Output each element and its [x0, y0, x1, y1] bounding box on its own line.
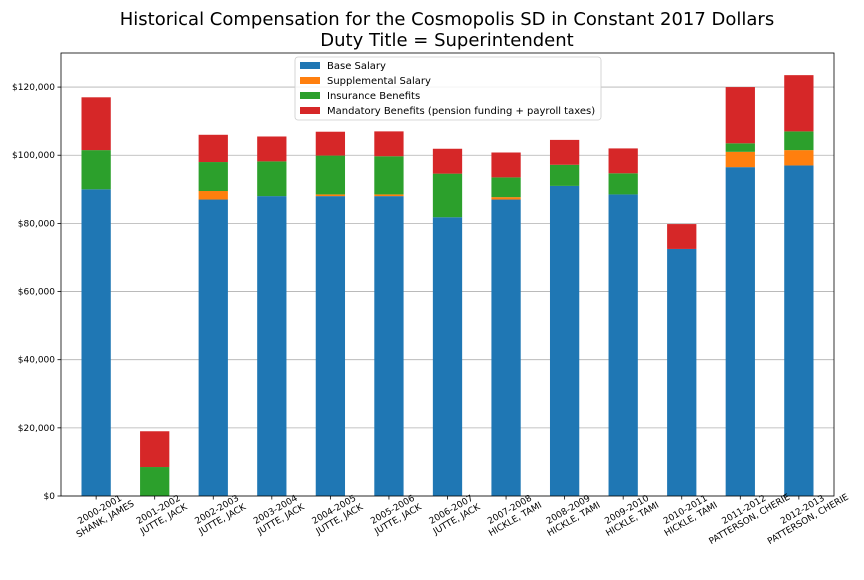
bar-mandatory-benefits-pension-funding-payroll-taxes [315, 131, 346, 156]
bar-insurance-benefits [432, 173, 463, 218]
bar-insurance-benefits [374, 156, 404, 195]
x-tick-label: 2000-2001SHANK, JAMES [70, 490, 137, 541]
bar-base-salary [608, 194, 638, 496]
bar-base-salary [81, 189, 111, 497]
bars-layer [81, 75, 814, 497]
bar-supplemental-salary [725, 151, 755, 168]
y-tick-label: $20,000 [18, 424, 55, 434]
bar-insurance-benefits [81, 150, 111, 190]
bar-supplemental-salary [374, 194, 404, 197]
bar-mandatory-benefits-pension-funding-payroll-taxes [784, 75, 814, 132]
legend-swatch [300, 62, 320, 69]
bar-base-salary [549, 185, 580, 496]
legend-box [294, 56, 602, 121]
bar-mandatory-benefits-pension-funding-payroll-taxes [549, 139, 580, 165]
bar-base-salary [198, 199, 228, 496]
bar-base-salary [784, 165, 814, 496]
x-tick-label: 2009-2010HICKLE, TAMI [599, 491, 661, 539]
legend-swatch [300, 107, 320, 114]
legend-swatch [300, 77, 320, 84]
y-tick-label: $80,000 [18, 219, 55, 229]
y-tick-label: $60,000 [18, 288, 55, 298]
legend: Base Salary Supplemental Salary Insurance … [294, 56, 602, 121]
bar-insurance-benefits [140, 467, 170, 496]
legend-swatch [300, 92, 320, 99]
bar-insurance-benefits [315, 155, 346, 195]
x-tick-label: 2002-2003JUTTE, JACK [191, 492, 248, 537]
bar-supplemental-salary [784, 150, 814, 166]
bar-mandatory-benefits-pension-funding-payroll-taxes [81, 97, 111, 151]
bar-supplemental-salary [491, 197, 521, 200]
bar-insurance-benefits [784, 131, 814, 151]
x-tick-label: 2006-2007JUTTE, JACK [426, 492, 483, 537]
x-tick-label: 2004-2005JUTTE, JACK [308, 492, 365, 537]
chart-subtitle: Duty Title = Superintendent [320, 30, 573, 51]
bar-base-salary [491, 199, 521, 496]
bar-insurance-benefits [725, 143, 755, 152]
bar-mandatory-benefits-pension-funding-payroll-taxes [432, 148, 463, 174]
legend-label: Mandatory Benefits (pension funding + pa… [327, 106, 595, 117]
x-tick-label: 2003-2004JUTTE, JACK [250, 492, 307, 537]
y-tick-label: $40,000 [18, 356, 55, 366]
bar-mandatory-benefits-pension-funding-payroll-taxes [725, 87, 755, 144]
x-tick-label: 2008-2009HICKLE, TAMI [540, 491, 602, 539]
bar-mandatory-benefits-pension-funding-payroll-taxes [140, 431, 170, 468]
bar-mandatory-benefits-pension-funding-payroll-taxes [667, 224, 697, 249]
x-tick-label: 2001-2002JUTTE, JACK [133, 492, 190, 537]
bar-insurance-benefits [257, 161, 287, 197]
bar-insurance-benefits [198, 162, 228, 192]
y-axis: $0 $20,000 $40,000 $60,000 $80,000 $100,000 $1… [12, 83, 61, 502]
bar-base-salary [667, 248, 697, 496]
legend-label: Base Salary [327, 61, 386, 72]
x-tick-label: 2007-2008HICKLE, TAMI [482, 491, 544, 539]
bar-base-salary [725, 167, 755, 496]
x-tick-label: 2005-2006JUTTE, JACK [367, 492, 424, 537]
bar-base-salary [432, 217, 463, 496]
chart-title: Historical Compensation for the Cosmopol… [120, 9, 774, 30]
bar-mandatory-benefits-pension-funding-payroll-taxes [198, 134, 228, 163]
bar-insurance-benefits [491, 177, 521, 198]
legend-label: Insurance Benefits [327, 91, 420, 102]
legend-label: Supplemental Salary [327, 76, 431, 87]
bar-insurance-benefits [608, 173, 638, 195]
bar-mandatory-benefits-pension-funding-payroll-taxes [608, 148, 638, 174]
bar-mandatory-benefits-pension-funding-payroll-taxes [257, 136, 287, 162]
bar-base-salary [374, 196, 404, 496]
x-tick-label: 2010-2011HICKLE, TAMI [658, 491, 720, 539]
y-tick-label: $100,000 [12, 151, 55, 161]
bar-base-salary [315, 196, 346, 496]
bar-mandatory-benefits-pension-funding-payroll-taxes [374, 131, 404, 157]
bar-supplemental-salary [315, 194, 346, 197]
bar-supplemental-salary [198, 191, 228, 200]
y-tick-label: $0 [44, 492, 56, 502]
y-tick-label: $120,000 [12, 83, 55, 93]
bar-insurance-benefits [549, 164, 580, 186]
bar-mandatory-benefits-pension-funding-payroll-taxes [491, 152, 521, 178]
bar-base-salary [257, 196, 287, 496]
